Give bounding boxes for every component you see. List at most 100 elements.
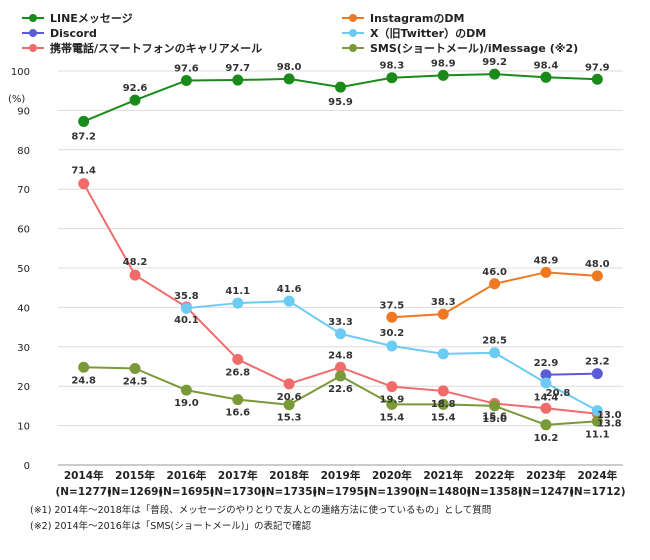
y-tick-label: 40 [17, 303, 30, 314]
data-point [232, 297, 244, 309]
data-label: 97.7 [225, 63, 250, 74]
y-axis: (%) 0 10 20 30 40 50 60 70 80 90 100 [8, 67, 30, 472]
data-point [540, 369, 552, 381]
data-point [335, 370, 346, 382]
series-markers [78, 68, 603, 431]
legend-label: LINEメッセージ [50, 12, 133, 25]
y-tick-label: 90 [17, 106, 30, 117]
data-label: 41.6 [277, 284, 302, 295]
data-point [386, 311, 398, 323]
x-tick-sample-label: (N=1730) [210, 486, 266, 498]
legend-marker [349, 29, 357, 37]
data-point [129, 362, 141, 374]
data-point [283, 73, 295, 85]
data-label: 26.8 [225, 367, 250, 378]
data-label: 18.8 [431, 399, 456, 410]
y-tick-label: 80 [17, 146, 30, 157]
footnote: (※1) 2014年～2018年は「普段、メッセージのやりとりで友人との連絡方法… [30, 504, 491, 516]
data-point [232, 353, 244, 365]
data-point [540, 419, 552, 431]
data-label: 71.4 [71, 166, 96, 177]
data-point [232, 74, 244, 86]
y-tick-label: 10 [17, 422, 30, 433]
x-tick-label: 2014年 [64, 469, 104, 482]
y-tick-label: 50 [17, 264, 30, 275]
legend-label: SMS(ショートメール)/iMessage (※2) [370, 42, 578, 55]
data-labels: 87.2 92.6 97.6 97.7 98.0 95.9 98.3 98.9 99.2 98.4… [71, 57, 621, 444]
data-label: 16.6 [225, 408, 250, 419]
data-point [540, 402, 552, 414]
x-tick-sample-label: (N=1247) [518, 486, 574, 498]
x-tick-label: 2019年 [321, 469, 361, 482]
legend-label: X（旧Twitter）のDM [370, 27, 486, 40]
data-label: 13.8 [597, 419, 622, 430]
y-tick-label: 20 [17, 382, 30, 393]
x-axis: 2014年 (N=1277) 2015年 (N=1269) 2016年 (N=1695) 2… [55, 469, 625, 498]
data-label: 40.1 [174, 315, 199, 326]
footnote: (※2) 2014年～2016年は「SMS(ショートメール)」の表記で確認 [30, 520, 311, 532]
data-point [437, 398, 449, 410]
data-point [437, 385, 449, 397]
data-label: 19.9 [380, 395, 405, 406]
x-tick-sample-label: (N=1735) [261, 486, 317, 498]
data-label: 15.6 [482, 412, 507, 423]
x-tick-label: 2022年 [475, 469, 515, 482]
y-axis-label: (%) [8, 94, 25, 105]
legend-marker [349, 44, 357, 52]
data-point [489, 347, 501, 359]
data-point [540, 377, 552, 389]
data-point [78, 178, 90, 190]
data-point [540, 266, 552, 278]
data-label: 20.6 [277, 392, 302, 403]
data-label: 22.9 [534, 358, 559, 369]
data-point [437, 69, 449, 81]
legend: LINEメッセージ InstagramのDM Discord X（旧Twitter）の… [22, 12, 578, 55]
data-point [283, 295, 295, 307]
data-label: 15.4 [380, 412, 405, 423]
data-label: 24.8 [71, 375, 96, 386]
data-label: 13.0 [597, 410, 622, 421]
y-tick-label: 70 [17, 185, 30, 196]
x-tick-label: 2024年 [577, 469, 617, 482]
data-point [283, 399, 295, 411]
data-label: 20.8 [546, 388, 571, 399]
legend-marker [29, 14, 37, 22]
data-label: 15.4 [431, 412, 456, 423]
data-point [386, 72, 398, 84]
data-point [335, 328, 346, 340]
data-point [232, 394, 244, 406]
data-label: 95.9 [328, 97, 353, 108]
data-point [78, 115, 90, 127]
data-point [283, 378, 295, 390]
y-tick-label: 60 [17, 225, 30, 236]
legend-marker [29, 29, 37, 37]
x-tick-label: 2021年 [423, 469, 463, 482]
data-point [591, 368, 603, 380]
data-point [129, 269, 141, 281]
x-tick-label: 2020年 [372, 469, 412, 482]
data-label: 30.2 [380, 328, 405, 339]
data-label: 23.2 [585, 357, 610, 368]
series-line [545, 372, 598, 376]
data-label: 24.5 [123, 376, 148, 387]
data-label: 11.1 [585, 429, 610, 440]
data-label: 48.2 [123, 257, 148, 268]
data-label: 15.3 [277, 413, 302, 424]
legend-marker [349, 14, 357, 22]
x-tick-label: 2015年 [115, 469, 155, 482]
x-tick-sample-label: (N=1358) [466, 486, 522, 498]
data-label: 99.2 [482, 57, 507, 68]
data-point [129, 94, 141, 106]
data-label: 98.3 [380, 61, 405, 72]
data-label: 37.5 [380, 300, 405, 311]
data-point [335, 81, 346, 93]
data-point [386, 398, 398, 410]
data-label: 41.1 [225, 286, 250, 297]
data-point [437, 308, 449, 320]
data-label: 19.0 [174, 398, 199, 409]
data-point [386, 340, 398, 352]
data-point [591, 270, 603, 282]
data-point [180, 74, 192, 86]
data-label: 24.8 [328, 350, 353, 361]
